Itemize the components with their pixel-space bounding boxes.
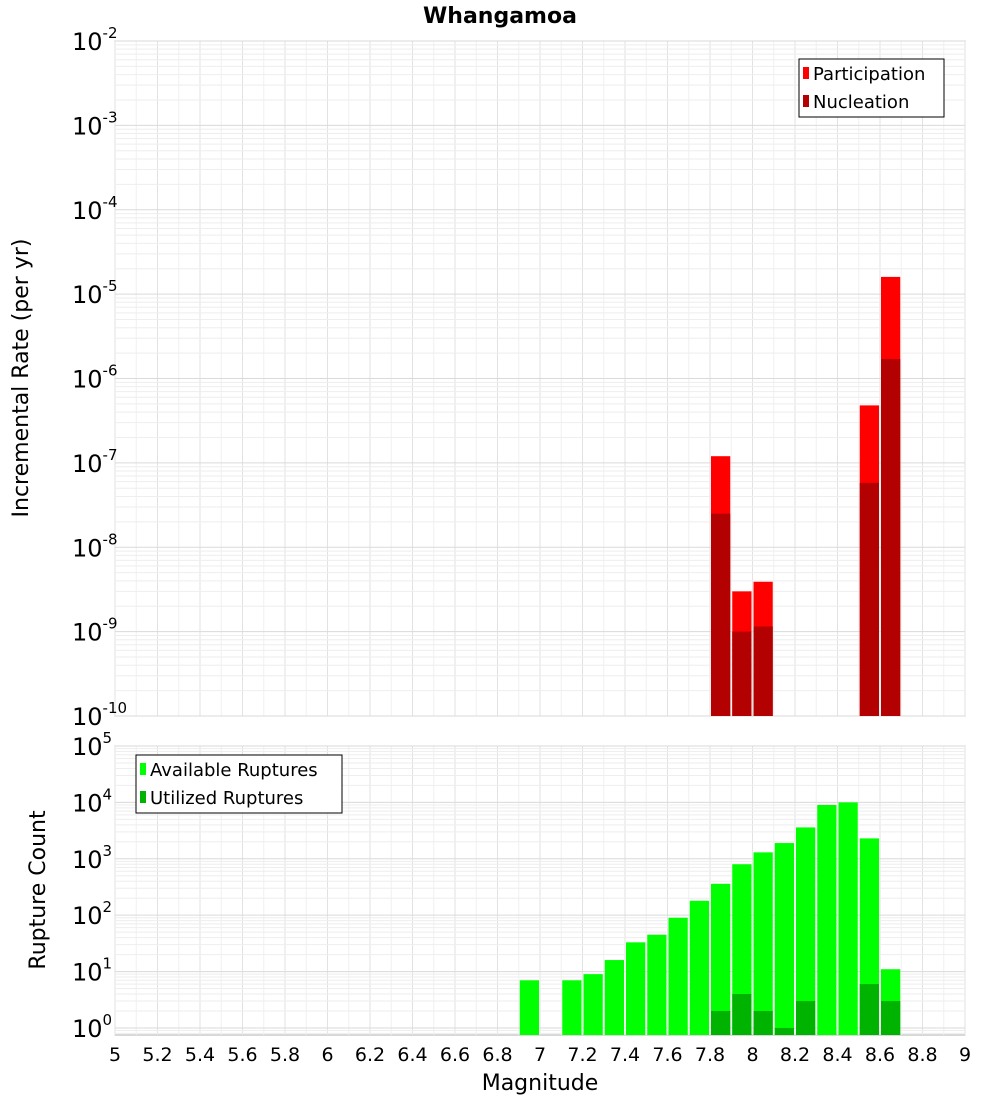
x-tick-label: 8.4: [822, 1044, 852, 1066]
top-legend-box: [798, 58, 945, 118]
x-tick-label: 7.8: [695, 1044, 725, 1066]
x-ticks: 5 5.2 5.4 5.6 5.8 6 6.2 6.4 6.6 6.8 7 7.2 7.4 7.6 7.8 8…: [109, 1044, 971, 1066]
x-tick-label: 6.4: [397, 1044, 427, 1066]
bottom-bar-s2: [711, 1010, 731, 1035]
top-y-tick-label: 10-5: [72, 277, 118, 309]
bottom-plot-panel: 100 101 102 103 104 105 5 5.2 5.4 5.6 5.8 6 6.2 6.4 6…: [26, 729, 971, 1096]
bottom-bar-s1: [583, 974, 603, 1035]
top-plot-panel: 10-10 10-9 10-8 10-7 10-6 10-5 10-4 10-3 10-2 In…: [9, 24, 966, 731]
bottom-bar-s1: [689, 900, 709, 1035]
legend-swatch-utilized: [140, 791, 146, 803]
bottom-legend: Available Ruptures Utilized Ruptures: [135, 754, 343, 814]
bottom-bar-s2: [732, 994, 752, 1035]
x-tick-label: 6: [321, 1044, 333, 1066]
bottom-bar-s1: [796, 827, 816, 1035]
bottom-bar-s1: [817, 804, 837, 1035]
bottom-y-tick-label: 101: [72, 955, 112, 987]
x-tick-label: 8: [746, 1044, 758, 1066]
bottom-y-axis-label: Rupture Count: [26, 810, 51, 970]
bottom-bar-s2: [774, 1027, 794, 1035]
legend-swatch-participation: [803, 67, 809, 79]
top-bar-s2: [881, 359, 901, 716]
bottom-y-tick-label: 104: [72, 785, 112, 817]
x-tick-label: 6.6: [440, 1044, 470, 1066]
bottom-bars: [519, 802, 901, 1035]
bottom-y-ticks: 100 101 102 103 104 105: [72, 729, 112, 1043]
x-tick-label: 6.8: [482, 1044, 512, 1066]
bottom-bar-s2: [881, 1001, 901, 1035]
bottom-bar-s1: [753, 852, 773, 1035]
top-bar-s2: [711, 513, 731, 716]
top-gridlines: [114, 40, 966, 717]
bottom-bar-s1: [732, 864, 752, 1035]
legend-swatch-available: [140, 763, 146, 775]
x-tick-label: 7.6: [652, 1044, 682, 1066]
top-y-tick-label: 10-9: [72, 615, 118, 647]
top-y-tick-label: 10-2: [72, 24, 118, 56]
bottom-y-tick-label: 100: [72, 1011, 112, 1043]
top-legend: Participation Nucleation: [798, 58, 945, 118]
x-tick-label: 8.6: [865, 1044, 895, 1066]
top-y-tick-label: 10-7: [72, 446, 118, 478]
legend-label-available: Available Ruptures: [150, 760, 318, 781]
bottom-gridlines: [114, 745, 966, 1035]
top-y-ticks: 10-10 10-9 10-8 10-7 10-6 10-5 10-4 10-3 10-2: [72, 24, 127, 731]
legend-swatch-nucleation: [803, 95, 809, 107]
bottom-y-tick-label: 103: [72, 842, 112, 874]
bottom-bar-s1: [647, 934, 667, 1035]
bottom-y-tick-label: 105: [72, 729, 112, 761]
bottom-bar-s2: [859, 984, 879, 1035]
bottom-legend-box: [135, 754, 343, 814]
x-tick-label: 5.8: [270, 1044, 300, 1066]
bottom-bar-s1: [604, 960, 624, 1035]
x-tick-label: 9: [959, 1044, 971, 1066]
top-bar-s2: [859, 482, 879, 716]
top-y-axis-label: Incremental Rate (per yr): [9, 239, 34, 518]
chart-title: Whangamoa: [423, 4, 577, 29]
legend-label-participation: Participation: [813, 64, 925, 85]
x-tick-label: 5.6: [227, 1044, 257, 1066]
top-y-tick-label: 10-6: [72, 362, 118, 394]
bottom-bar-s1: [838, 802, 858, 1035]
top-y-tick-label: 10-3: [72, 108, 118, 140]
x-tick-label: 5.4: [185, 1044, 215, 1066]
top-y-tick-label: 10-10: [72, 699, 127, 731]
bottom-bar-s1: [774, 843, 794, 1035]
bottom-bar-s1: [519, 980, 539, 1035]
top-bar-s2: [732, 631, 752, 716]
bottom-bar-s1: [562, 980, 582, 1035]
x-axis-label: Magnitude: [482, 1071, 599, 1096]
top-bar-s2: [753, 626, 773, 716]
bottom-bar-s1: [711, 883, 731, 1035]
bottom-bar-s2: [796, 1001, 816, 1035]
x-tick-label: 8.2: [780, 1044, 810, 1066]
legend-label-nucleation: Nucleation: [813, 92, 909, 113]
top-y-tick-label: 10-4: [72, 193, 118, 225]
x-tick-label: 7: [534, 1044, 546, 1066]
top-y-tick-label: 10-8: [72, 530, 118, 562]
bottom-bar-s1: [626, 942, 646, 1035]
bottom-y-tick-label: 102: [72, 898, 112, 930]
bottom-bar-s2: [753, 1010, 773, 1035]
x-tick-label: 8.8: [907, 1044, 937, 1066]
x-tick-label: 6.2: [355, 1044, 385, 1066]
x-tick-label: 5.2: [142, 1044, 172, 1066]
top-bars: [711, 276, 901, 716]
legend-label-utilized: Utilized Ruptures: [150, 788, 303, 809]
x-tick-label: 7.4: [610, 1044, 640, 1066]
bottom-bar-s1: [668, 917, 688, 1035]
x-tick-label: 7.2: [567, 1044, 597, 1066]
x-tick-label: 5: [109, 1044, 121, 1066]
